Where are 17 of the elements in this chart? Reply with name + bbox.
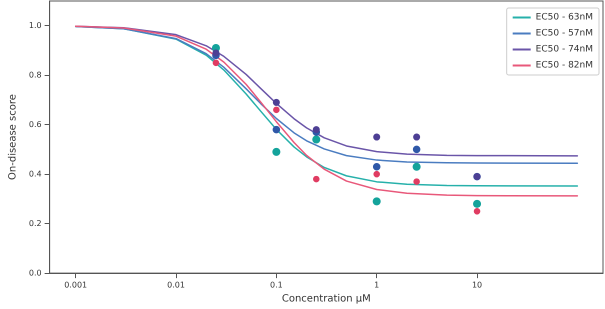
x-tick-label: 0.01 [167,280,185,290]
y-tick-label: 0.0 [28,268,42,278]
y-tick-label: 0.6 [28,120,42,130]
y-tick-label: 0.4 [28,170,42,179]
legend-label: EC50 - 63nM [536,12,594,22]
x-tick-label: 1 [374,280,380,290]
legend-label: EC50 - 74nM [536,44,594,54]
y-axis-title: On-disease score [8,94,18,180]
x-tick-label: 10 [472,280,482,290]
x-tick-label: 0.001 [64,280,88,290]
y-tick-label: 0.8 [28,70,42,80]
y-tick-label: 1.0 [28,21,42,30]
x-tick-label: 0.1 [270,280,283,290]
legend-label: EC50 - 57nM [536,28,594,38]
y-tick-label: 0.2 [28,219,42,228]
x-axis-title: Concentration μM [282,294,371,304]
legend-label: EC50 - 82nM [536,60,594,70]
